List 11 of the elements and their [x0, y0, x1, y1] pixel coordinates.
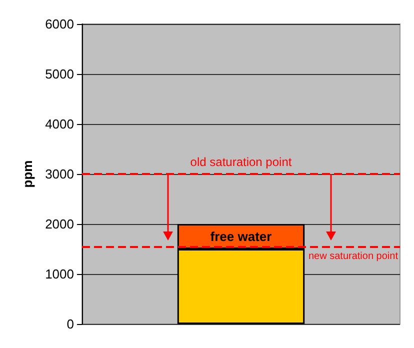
y-tick-label: 2000 — [45, 216, 74, 232]
series-label: free water — [210, 229, 272, 244]
y-tick-label: 0 — [66, 316, 74, 332]
y-tick-label: 3000 — [45, 166, 74, 182]
y-axis-title: ppm — [20, 160, 35, 188]
y-tick-label: 5000 — [45, 66, 74, 82]
legend-label: new saturation point — [308, 251, 398, 262]
y-tick-label: 1000 — [45, 266, 74, 282]
y-tick-label: 4000 — [45, 116, 74, 132]
ref-line-label: old saturation point — [190, 155, 292, 169]
y-tick-label: 6000 — [45, 16, 74, 32]
